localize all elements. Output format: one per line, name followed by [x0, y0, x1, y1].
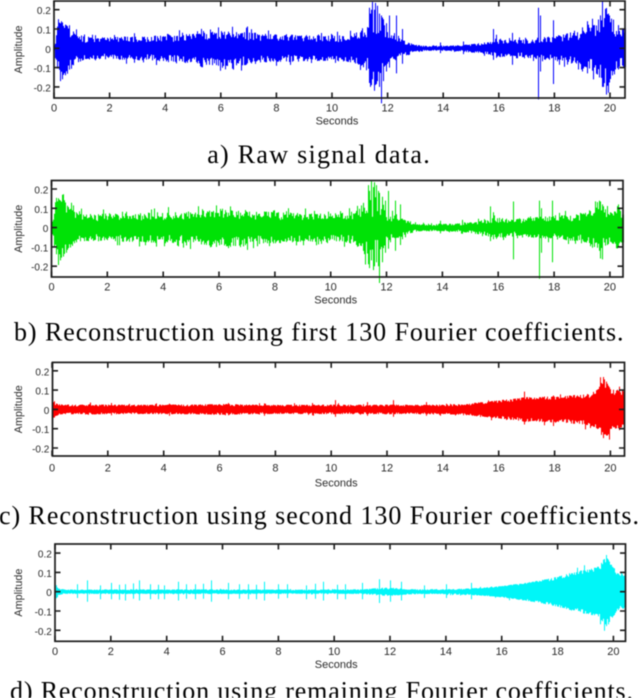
- svg-text:12: 12: [381, 463, 393, 475]
- svg-text:0: 0: [44, 406, 50, 417]
- svg-text:0.1: 0.1: [34, 205, 48, 216]
- svg-text:20: 20: [604, 463, 616, 475]
- svg-text:16: 16: [493, 103, 505, 115]
- svg-text:-0.1: -0.1: [35, 608, 53, 619]
- svg-text:0.2: 0.2: [37, 6, 51, 17]
- svg-text:14: 14: [437, 463, 449, 475]
- svg-text:2: 2: [104, 282, 110, 294]
- svg-text:0: 0: [48, 282, 54, 294]
- svg-text:2: 2: [105, 463, 111, 475]
- svg-text:18: 18: [548, 103, 560, 115]
- svg-text:0.2: 0.2: [34, 186, 48, 197]
- svg-text:20: 20: [607, 646, 619, 658]
- svg-text:-0.1: -0.1: [32, 425, 50, 436]
- svg-text:0.1: 0.1: [37, 26, 51, 37]
- svg-text:14: 14: [437, 103, 449, 115]
- svg-text:0.1: 0.1: [38, 569, 52, 580]
- svg-text:8: 8: [275, 646, 281, 658]
- svg-text:12: 12: [384, 646, 396, 658]
- svg-text:0: 0: [43, 224, 49, 235]
- svg-text:0.2: 0.2: [35, 367, 49, 378]
- svg-text:16: 16: [496, 646, 508, 658]
- svg-text:Amplitude: Amplitude: [13, 25, 25, 73]
- svg-text:0.1: 0.1: [35, 387, 49, 398]
- svg-text:6: 6: [219, 646, 225, 658]
- svg-text:14: 14: [436, 282, 448, 294]
- svg-text:18: 18: [548, 463, 560, 475]
- svg-text:18: 18: [548, 282, 560, 294]
- svg-text:Seconds: Seconds: [315, 478, 358, 490]
- svg-text:12: 12: [381, 103, 393, 115]
- svg-text:20: 20: [604, 282, 616, 294]
- svg-text:0: 0: [49, 463, 55, 475]
- svg-text:6: 6: [216, 282, 222, 294]
- svg-text:10: 10: [325, 463, 337, 475]
- svg-text:8: 8: [273, 103, 279, 115]
- svg-text:-0.1: -0.1: [31, 243, 49, 254]
- svg-text:6: 6: [216, 463, 222, 475]
- svg-text:4: 4: [160, 282, 166, 294]
- svg-text:16: 16: [493, 463, 505, 475]
- svg-text:Seconds: Seconds: [314, 295, 357, 307]
- svg-text:12: 12: [380, 282, 392, 294]
- svg-text:Amplitude: Amplitude: [13, 205, 25, 253]
- svg-text:0.2: 0.2: [38, 550, 52, 561]
- svg-text:14: 14: [440, 646, 452, 658]
- svg-text:0: 0: [45, 45, 51, 56]
- svg-text:8: 8: [272, 282, 278, 294]
- svg-text:10: 10: [325, 282, 337, 294]
- svg-text:Amplitude: Amplitude: [13, 385, 25, 433]
- svg-text:c) Reconstruction using second: c) Reconstruction using second 130 Fouri…: [0, 501, 638, 530]
- svg-text:-0.2: -0.2: [35, 627, 53, 638]
- svg-text:8: 8: [272, 463, 278, 475]
- svg-text:0: 0: [51, 103, 57, 115]
- svg-text:16: 16: [492, 282, 504, 294]
- svg-text:-0.2: -0.2: [31, 263, 49, 274]
- svg-text:a) Raw signal data.: a) Raw signal data.: [207, 140, 430, 169]
- svg-text:Seconds: Seconds: [315, 659, 358, 671]
- svg-text:-0.1: -0.1: [34, 64, 52, 75]
- svg-text:0: 0: [52, 646, 58, 658]
- svg-text:2: 2: [108, 646, 114, 658]
- svg-text:0: 0: [46, 588, 52, 599]
- svg-text:-0.2: -0.2: [32, 445, 50, 456]
- svg-text:4: 4: [164, 646, 170, 658]
- svg-text:10: 10: [326, 103, 338, 115]
- svg-text:6: 6: [218, 103, 224, 115]
- svg-text:10: 10: [328, 646, 340, 658]
- svg-text:4: 4: [161, 463, 167, 475]
- svg-text:-0.2: -0.2: [34, 83, 52, 94]
- svg-text:Amplitude: Amplitude: [13, 569, 25, 617]
- svg-text:b) Reconstruction using first: b) Reconstruction using first 130 Fourie…: [14, 317, 624, 346]
- svg-text:Seconds: Seconds: [316, 116, 359, 128]
- svg-text:2: 2: [107, 103, 113, 115]
- svg-text:d) Reconstruction using remain: d) Reconstruction using remaining Fourie…: [10, 677, 633, 698]
- svg-text:18: 18: [551, 646, 563, 658]
- svg-text:4: 4: [162, 103, 168, 115]
- svg-text:20: 20: [604, 103, 616, 115]
